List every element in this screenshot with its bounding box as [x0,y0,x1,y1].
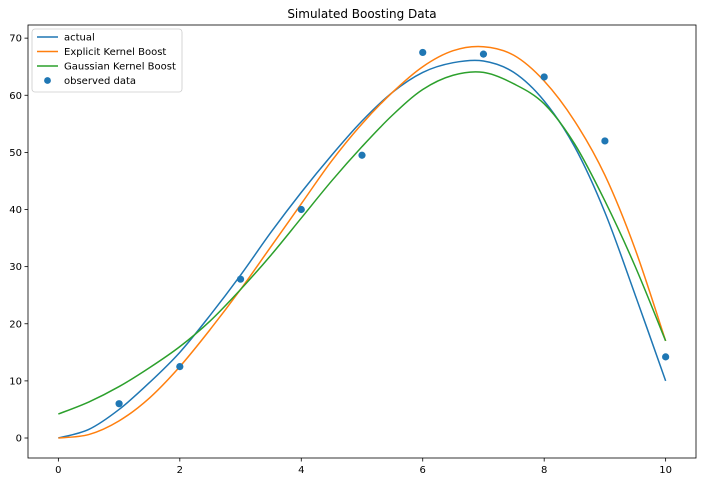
plot-area [58,45,670,439]
legend-label: Explicit Kernel Boost [64,47,166,58]
data-point-observed-data [479,50,488,58]
data-point-observed-data [115,400,123,408]
y-tick-label: 0 [16,434,22,445]
legend-swatch [44,77,51,84]
x-tick-label: 8 [541,465,547,476]
data-point-observed-data [236,275,245,283]
y-tick-label: 40 [9,205,22,216]
x-tick-label: 2 [177,465,183,476]
y-tick-label: 60 [9,91,22,102]
legend-label: actual [64,33,95,44]
y-tick-label: 50 [9,148,22,159]
series-line-gaussian-kernel-boost [58,71,667,415]
axes: 0 2 4 6 8 10 0 10 20 30 40 50 60 70 [9,24,697,476]
data-point-observed-data [419,48,427,57]
series-line-actual [58,59,667,439]
legend: actual Explicit Kernel Boost Gaussian Kern… [31,28,183,93]
legend-label: Gaussian Kernel Boost [64,62,176,73]
data-point-observed-data [297,205,305,214]
axes-frame [27,24,697,459]
data-point-observed-data [601,137,609,145]
y-tick-label: 10 [9,376,22,387]
y-tick-label: 30 [9,262,22,273]
series-line-explicit-kernel-boost [58,45,667,439]
x-tick-label: 6 [420,465,426,476]
legend-box [31,28,183,93]
chart-title: Simulated Boosting Data [287,7,436,21]
data-point-observed-data [176,363,184,371]
y-tick-label: 20 [9,319,22,330]
x-tick-label: 0 [55,465,61,476]
data-point-observed-data [358,151,366,159]
x-tick-label: 4 [298,465,304,476]
data-point-observed-data [540,73,548,81]
data-point-observed-data [662,353,670,361]
x-tick-label: 10 [659,465,672,476]
y-tick-label: 70 [9,34,22,45]
legend-label: observed data [64,76,136,87]
